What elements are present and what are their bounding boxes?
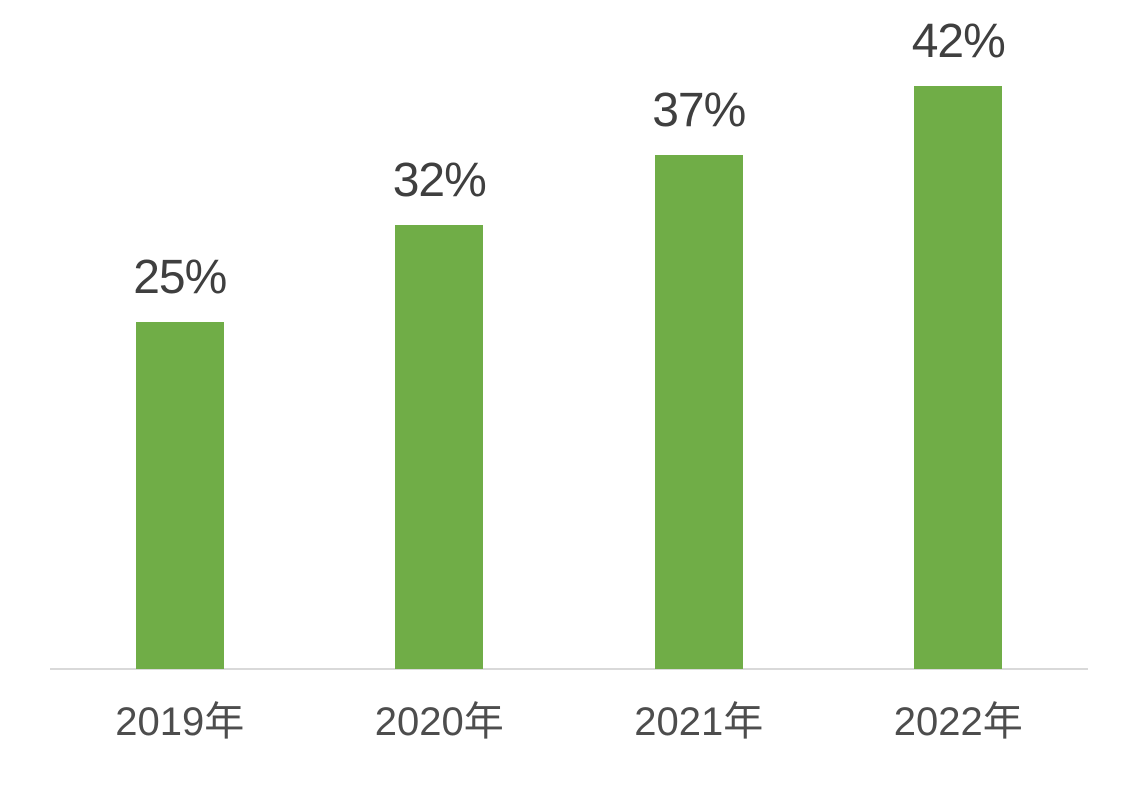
data-label: 32% bbox=[392, 154, 487, 207]
bar-2022 bbox=[914, 86, 1003, 669]
data-label: 42% bbox=[911, 15, 1006, 68]
x-tick-label: 2019年 bbox=[115, 700, 245, 744]
bar-2019 bbox=[135, 322, 224, 669]
x-tick-label: 2021年 bbox=[634, 700, 764, 744]
x-tick-label: 2022年 bbox=[893, 700, 1023, 744]
x-axis-line bbox=[50, 668, 1088, 670]
data-label: 37% bbox=[652, 84, 746, 137]
data-label: 25% bbox=[133, 251, 227, 304]
x-tick-label: 2020年 bbox=[374, 700, 504, 744]
bar-2020 bbox=[395, 225, 484, 669]
bar-2021 bbox=[654, 155, 743, 669]
